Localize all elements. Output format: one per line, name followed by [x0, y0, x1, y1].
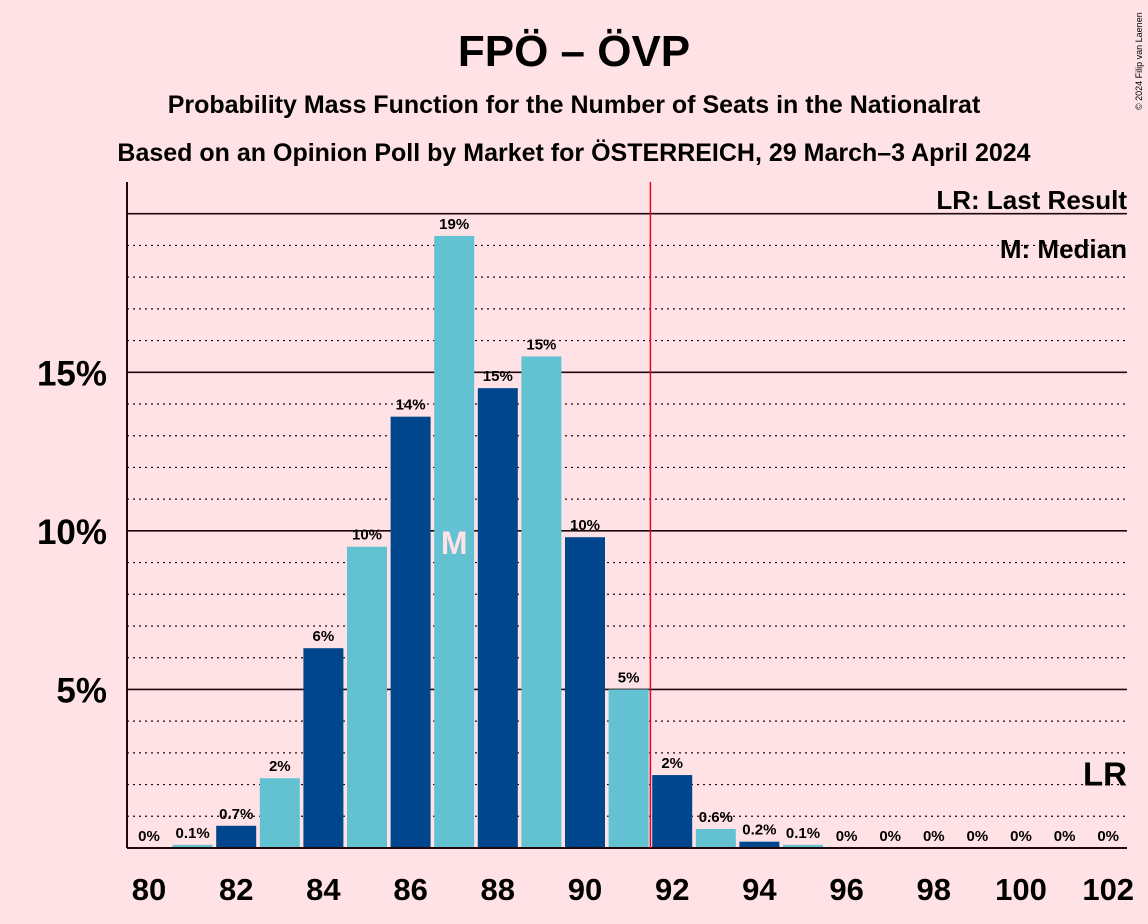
- bar-seat-89: [521, 356, 562, 848]
- bar-value-label: 0%: [967, 828, 989, 845]
- bar-value-label: 0%: [1054, 828, 1076, 845]
- bar-value-label: 14%: [396, 397, 426, 414]
- bar-seat-84: [303, 648, 344, 848]
- bar-value-label: 0.1%: [786, 825, 820, 842]
- bar-seat-93: [695, 828, 736, 848]
- bar-value-label: 0%: [923, 828, 945, 845]
- chart-subtitle-1: Probability Mass Function for the Number…: [168, 91, 981, 119]
- bar-seat-81: [172, 844, 213, 848]
- bar-value-label: 0%: [1097, 828, 1119, 845]
- bar-value-label: 0.7%: [219, 806, 253, 823]
- bar-seat-94: [739, 841, 780, 848]
- x-tick-label: 88: [481, 872, 515, 907]
- x-tick-label: 84: [306, 872, 341, 907]
- bar-value-label: 0%: [1010, 828, 1032, 845]
- bar-labels: 0% 0.1% 0.7% 2% 6% 10% 14% 19% 15% 15% 10% 5% 2% 0.6%…: [138, 216, 1119, 845]
- x-axis-ticks: 80 82 84 86 88 90 92 94 96 98 100 102: [132, 872, 1134, 907]
- bar-value-label: 0.6%: [699, 809, 733, 826]
- bar-value-label: 2%: [269, 758, 291, 775]
- bar-seat-88: [477, 388, 518, 848]
- bar-seat-83: [259, 778, 300, 848]
- bar-value-label: 0%: [879, 828, 901, 845]
- x-tick-label: 100: [995, 872, 1047, 907]
- x-tick-label: 90: [568, 872, 602, 907]
- y-tick-label: 5%: [56, 671, 107, 710]
- x-tick-label: 82: [219, 872, 253, 907]
- bar-seat-85: [347, 546, 387, 848]
- legend-last-result: LR: Last Result: [936, 185, 1127, 215]
- bar-value-label: 0.2%: [742, 822, 776, 839]
- x-tick-label: 98: [917, 872, 951, 907]
- bar-value-label: 15%: [526, 336, 556, 353]
- bar-value-label: 0%: [836, 828, 858, 845]
- bar-seat-87: [434, 235, 475, 848]
- bar-value-label: 10%: [570, 517, 600, 534]
- bars: [172, 235, 823, 848]
- x-tick-label: 92: [655, 872, 689, 907]
- bar-value-label: 5%: [618, 669, 640, 686]
- bar-value-label: 2%: [661, 755, 683, 772]
- x-tick-label: 102: [1082, 872, 1134, 907]
- bar-seat-91: [608, 689, 649, 848]
- legend-median: M: Median: [1000, 234, 1127, 264]
- bar-value-label: 0.1%: [175, 825, 209, 842]
- bar-value-label: 6%: [313, 628, 335, 645]
- bar-value-label: 0%: [138, 828, 160, 845]
- x-tick-label: 86: [393, 872, 427, 907]
- bar-value-label: 19%: [439, 216, 469, 233]
- bar-seat-82: [216, 825, 257, 848]
- chart-subtitle-2: Based on an Opinion Poll by Market for Ö…: [117, 138, 1030, 167]
- bar-value-label: 15%: [483, 368, 513, 385]
- bar-seat-95: [783, 844, 823, 848]
- bar-value-label: 10%: [352, 527, 382, 544]
- y-tick-label: 10%: [37, 513, 107, 552]
- bar-seat-92: [652, 775, 693, 848]
- x-tick-label: 80: [132, 872, 166, 907]
- bar-seat-86: [390, 416, 431, 848]
- last-result-marker: LR: [1083, 756, 1127, 793]
- y-tick-label: 15%: [37, 354, 107, 393]
- bar-seat-90: [565, 537, 605, 848]
- median-marker: M: [441, 525, 468, 561]
- y-axis-ticks: 5% 10% 15%: [37, 354, 107, 710]
- chart-title: FPÖ – ÖVP: [458, 27, 690, 76]
- x-tick-label: 96: [829, 872, 863, 907]
- copyright-notice: © 2024 Filip van Laenen: [1134, 12, 1144, 110]
- x-tick-label: 94: [742, 872, 777, 907]
